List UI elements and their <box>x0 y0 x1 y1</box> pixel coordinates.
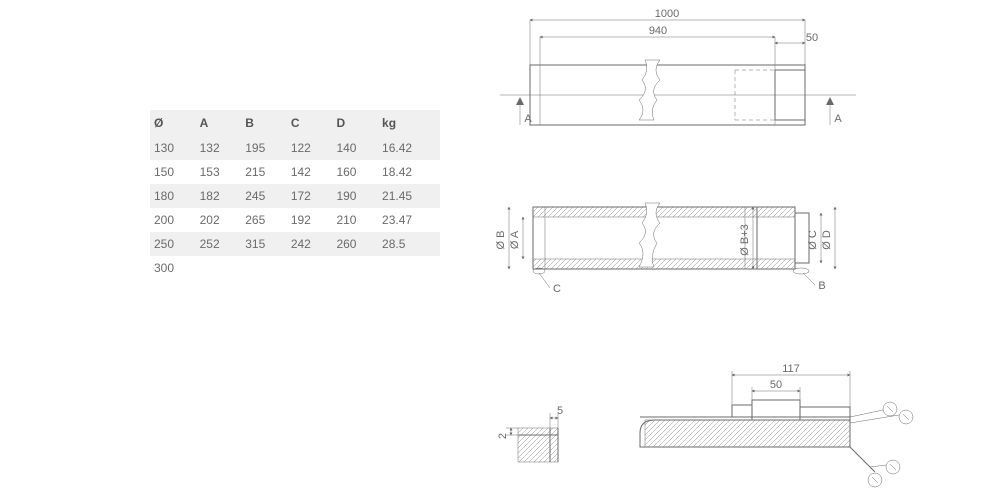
table-cell: 182 <box>196 184 242 208</box>
column-header: D <box>332 110 378 136</box>
table-cell: 21.45 <box>378 184 440 208</box>
size-table: ØABCDkg 13013219512214016.42150153215142… <box>150 110 440 280</box>
label-b: B <box>818 280 825 292</box>
dim-d: Ø D <box>821 230 833 250</box>
table-cell: 132 <box>196 136 242 160</box>
table-cell: 200 <box>150 208 196 232</box>
dim-2: 2 <box>498 433 509 439</box>
dim-end: 50 <box>806 32 818 44</box>
table-cell: 28.5 <box>378 232 440 256</box>
table-cell: 190 <box>332 184 378 208</box>
table-row: 20020226519221023.47 <box>150 208 440 232</box>
table-row: 15015321514216018.42 <box>150 160 440 184</box>
table-cell: 172 <box>287 184 333 208</box>
column-header: A <box>196 110 242 136</box>
dim-5: 5 <box>557 405 563 417</box>
column-header: Ø <box>150 110 196 136</box>
wall-detail-drawing: 5 2 <box>498 398 588 478</box>
table-cell: 252 <box>196 232 242 256</box>
dim-c: Ø C <box>807 230 819 250</box>
table-cell: 210 <box>332 208 378 232</box>
dim-a: Ø A <box>509 230 521 249</box>
section-label-left: A <box>524 113 532 125</box>
table-cell: 142 <box>287 160 333 184</box>
side-view-drawing: 1000 940 50 A A <box>500 5 856 140</box>
table-cell: 242 <box>287 232 333 256</box>
table-cell: 260 <box>332 232 378 256</box>
section-view-drawing: Ø B Ø A Ø B+3 Ø C Ø D C B <box>495 195 865 305</box>
table-cell: 122 <box>287 136 333 160</box>
table-row: 13013219512214016.42 <box>150 136 440 160</box>
table-cell: 215 <box>241 160 287 184</box>
column-header: kg <box>378 110 440 136</box>
label-c: C <box>553 283 561 295</box>
table-cell: 160 <box>332 160 378 184</box>
table-cell: 153 <box>196 160 242 184</box>
table-cell <box>332 256 378 280</box>
table-cell <box>196 256 242 280</box>
column-header: B <box>241 110 287 136</box>
table-cell: 140 <box>332 136 378 160</box>
table-cell: 192 <box>287 208 333 232</box>
table-row: 25025231524226028.5 <box>150 232 440 256</box>
table-cell: 18.42 <box>378 160 440 184</box>
dim-inner: 940 <box>649 25 667 37</box>
dim-117: 117 <box>782 363 800 375</box>
table-cell: 130 <box>150 136 196 160</box>
table-cell: 150 <box>150 160 196 184</box>
table-cell: 265 <box>241 208 287 232</box>
table-cell: 315 <box>241 232 287 256</box>
table-cell: 250 <box>150 232 196 256</box>
column-header: C <box>287 110 333 136</box>
table-row: 300 <box>150 256 440 280</box>
table-cell <box>287 256 333 280</box>
table-cell: 16.42 <box>378 136 440 160</box>
table-cell <box>241 256 287 280</box>
dimension-table: ØABCDkg 13013219512214016.42150153215142… <box>150 110 440 280</box>
dim-outer: 1000 <box>655 8 679 20</box>
dim-b3: Ø B+3 <box>739 224 751 256</box>
table-cell: 300 <box>150 256 196 280</box>
table-cell: 202 <box>196 208 242 232</box>
table-cell: 180 <box>150 184 196 208</box>
table-cell: 23.47 <box>378 208 440 232</box>
section-label-right: A <box>834 113 842 125</box>
table-cell <box>378 256 440 280</box>
table-cell: 195 <box>241 136 287 160</box>
table-cell: 245 <box>241 184 287 208</box>
end-detail-drawing: 117 50 <box>625 355 925 500</box>
dim-b: Ø B <box>495 231 507 250</box>
dim-50: 50 <box>770 379 782 391</box>
table-row: 18018224517219021.45 <box>150 184 440 208</box>
